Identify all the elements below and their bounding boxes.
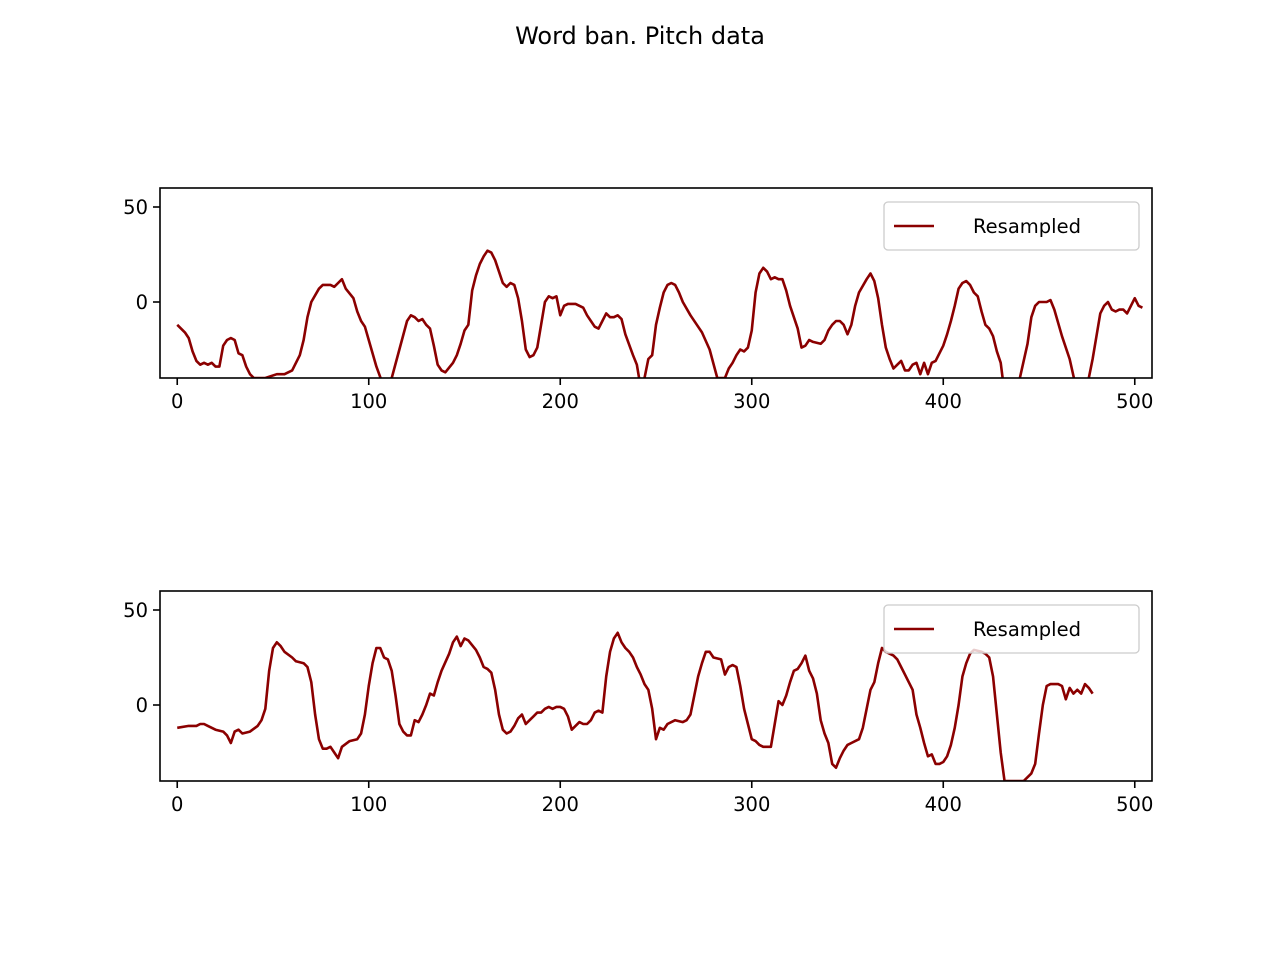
x-tick-label-0-5: 500 <box>1116 390 1153 413</box>
top-subplot: 0 100 200 300 400 500 0 50 Resampled <box>123 187 1153 413</box>
x-tick-label-1-0: 0 <box>171 793 183 816</box>
series-line-0-0 <box>176 249 1143 378</box>
x-tick-label-1-4: 400 <box>925 793 962 816</box>
y-tick-label-0-1: 50 <box>123 196 148 219</box>
axes-frame-0 <box>159 187 1153 379</box>
legend-1: Resampled <box>883 604 1140 654</box>
x-tick-label-0-0: 0 <box>171 390 183 413</box>
y-tick-label-1-1: 50 <box>123 599 148 622</box>
x-tick-label-0-4: 400 <box>925 390 962 413</box>
legend-label-0-0: Resampled <box>973 215 1081 238</box>
x-tick-label-0-1: 100 <box>350 390 387 413</box>
legend-label-1-0: Resampled <box>973 618 1081 641</box>
x-tick-label-0-2: 200 <box>542 390 579 413</box>
x-tick-label-1-3: 300 <box>733 793 770 816</box>
x-tick-label-1-1: 100 <box>350 793 387 816</box>
figure-title: Word ban. Pitch data <box>515 22 765 50</box>
legend-0: Resampled <box>883 201 1140 251</box>
legend-box-1 <box>883 604 1140 654</box>
series-line-1-0 <box>177 631 1094 781</box>
y-tick-label-1-0: 0 <box>136 694 148 717</box>
bottom-subplot: 0 100 200 300 400 500 0 50 Resampled <box>123 590 1153 816</box>
x-tick-label-1-2: 200 <box>542 793 579 816</box>
legend-box-0 <box>883 201 1140 251</box>
x-tick-label-1-5: 500 <box>1116 793 1153 816</box>
x-tick-label-0-3: 300 <box>733 390 770 413</box>
axes-frame-1 <box>159 590 1153 782</box>
y-tick-label-0-0: 0 <box>136 291 148 314</box>
